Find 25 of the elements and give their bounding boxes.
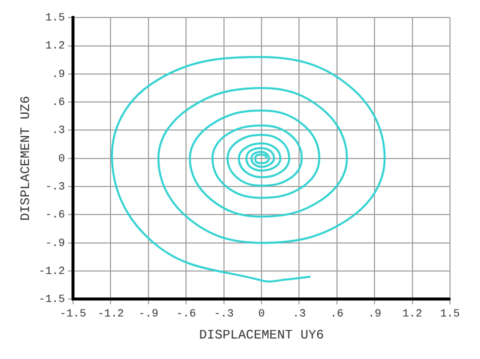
- y-tick-label: -1.5: [38, 294, 66, 306]
- x-tick-label: .9: [368, 308, 382, 321]
- x-tick-label: -.3: [214, 308, 234, 321]
- x-tick-label: -.9: [138, 308, 158, 321]
- line-series: [110, 56, 386, 282]
- y-tick-label: 1.2: [45, 40, 66, 53]
- y-tick-label: .6: [52, 96, 66, 109]
- x-tick-label: 1.2: [402, 308, 422, 321]
- x-axis-title: DISPLACEMENT UY6: [199, 328, 324, 343]
- x-tick-label: .3: [292, 308, 306, 321]
- x-tick-label: -.6: [176, 308, 196, 321]
- y-tick-label: .3: [52, 125, 66, 138]
- y-tick-label: 0: [58, 153, 66, 166]
- y-tick-label: -.6: [45, 210, 66, 222]
- y-tick-label: 1.5: [45, 12, 66, 25]
- y-tick-label: -.3: [45, 181, 66, 194]
- x-tick-label: -1.2: [98, 308, 124, 321]
- x-tick-label: -1.5: [60, 308, 86, 321]
- y-tick-label: -.9: [45, 238, 66, 250]
- y-axis-title: DISPLACEMENT UZ6: [18, 96, 34, 221]
- y-tick-label: -1.2: [38, 266, 66, 278]
- x-tick-label: .6: [330, 308, 344, 321]
- x-tick-label: 1.5: [440, 308, 460, 321]
- y-tick-label: .9: [52, 68, 66, 81]
- x-tick-label: 0: [258, 308, 265, 321]
